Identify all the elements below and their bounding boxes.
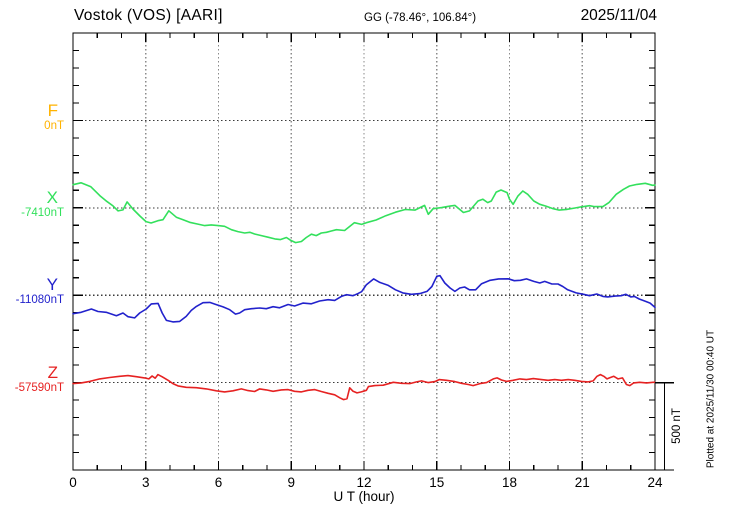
date-label: 2025/11/04 (580, 7, 657, 24)
component-baseline-F: 0nT (44, 120, 64, 132)
component-baseline-X: -7410nT (21, 207, 64, 219)
component-baseline-Y: -11080nT (15, 294, 64, 306)
x-tick-label: 12 (356, 475, 371, 490)
x-tick-label: 3 (142, 475, 150, 490)
scale-bar-label: 500 nT (671, 408, 683, 444)
component-name-Z: Z (47, 363, 58, 382)
station-title: Vostok (VOS) [AARI] (74, 7, 223, 24)
x-tick-label: 15 (429, 475, 444, 490)
component-baseline-Z: -57590nT (14, 382, 64, 394)
component-label-F: F 0nT (0, 102, 64, 133)
trace-Y (72, 274, 656, 323)
x-tick-label: 21 (575, 475, 590, 490)
component-name-F: F (47, 101, 58, 120)
x-axis-label: U T (hour) (333, 489, 395, 504)
x-tick-label: 18 (502, 475, 517, 490)
geo-coordinates-label: GG (-78.46°, 106.84°) (364, 12, 477, 24)
x-tick-label: 6 (215, 475, 223, 490)
trace-Z (72, 373, 656, 401)
component-name-X: X (46, 188, 58, 207)
component-name-Y: Y (46, 275, 58, 294)
x-tick-label: 0 (69, 475, 77, 490)
plotted-at-label: Plotted at 2025/11/30 00:40 UT (705, 329, 717, 469)
component-label-Z: Z -57590nT (0, 364, 64, 395)
component-label-X: X -7410nT (0, 189, 64, 220)
x-tick-label: 24 (647, 475, 663, 490)
component-label-Y: Y -11080nT (0, 276, 64, 307)
trace-X (72, 182, 656, 244)
x-tick-label: 9 (287, 475, 295, 490)
